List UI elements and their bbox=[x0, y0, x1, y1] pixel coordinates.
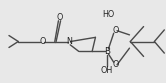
Text: N: N bbox=[66, 37, 72, 46]
Text: OH: OH bbox=[101, 66, 113, 75]
Text: O: O bbox=[112, 26, 119, 35]
Text: O: O bbox=[112, 60, 119, 69]
Text: B: B bbox=[104, 47, 110, 56]
Text: HO: HO bbox=[103, 10, 115, 19]
Text: O: O bbox=[57, 13, 63, 22]
Text: O: O bbox=[39, 37, 45, 46]
